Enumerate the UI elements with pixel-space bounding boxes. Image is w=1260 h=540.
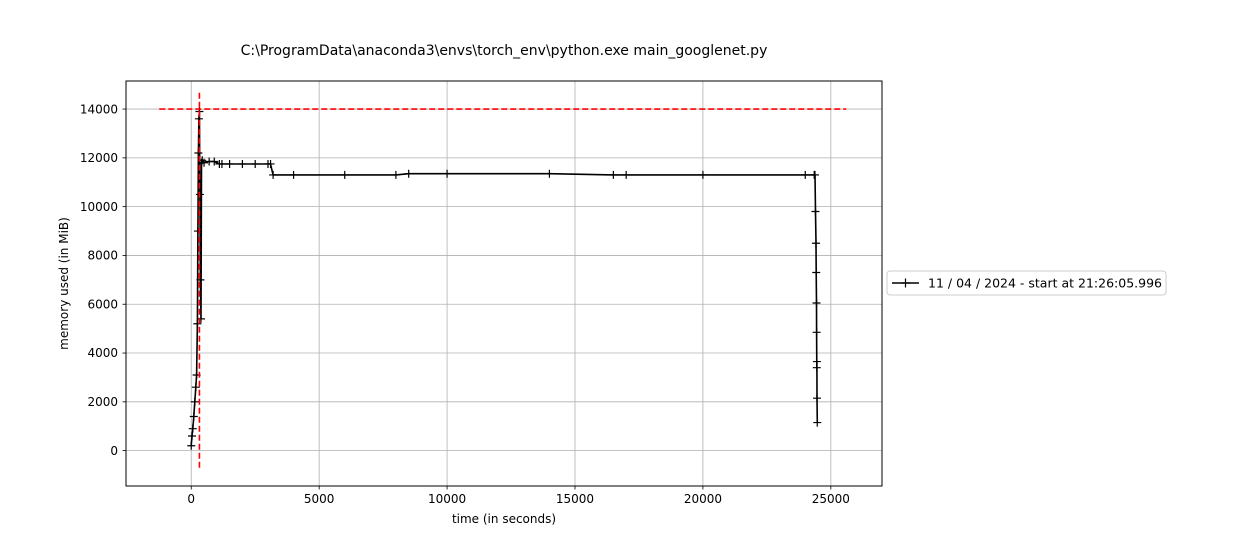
y-tick-label: 12000 [80, 151, 118, 165]
data-point-marker [187, 441, 196, 450]
y-tick-label: 8000 [87, 249, 118, 263]
data-point-marker [404, 169, 413, 178]
data-point-marker [188, 424, 197, 433]
data-point-marker [811, 207, 820, 216]
data-point-marker [813, 418, 822, 427]
data-point-marker [188, 431, 197, 440]
y-axis-label: memory used (in MiB) [57, 217, 71, 350]
x-tick-label: 0 [187, 492, 195, 506]
data-point-marker [340, 170, 349, 179]
reference-lines [159, 91, 847, 468]
data-point-marker [812, 357, 821, 366]
data-point-marker [210, 157, 219, 166]
data-point-marker [225, 159, 234, 168]
y-tick-label: 6000 [87, 297, 118, 311]
y-axis: 0 2000 4000 6000 8000 10000 12000 14000 [80, 102, 126, 458]
x-tick-label: 5000 [304, 492, 335, 506]
y-tick-label: 4000 [87, 346, 118, 360]
y-tick-label: 14000 [80, 102, 118, 116]
data-point-marker [196, 275, 205, 284]
y-tick-label: 2000 [87, 395, 118, 409]
data-point-marker [545, 169, 554, 178]
x-axis-label: time (in seconds) [452, 512, 556, 526]
data-point-marker [194, 148, 203, 157]
legend-label: 11 / 04 / 2024 - start at 21:26:05.996 [928, 276, 1162, 291]
data-point-marker [812, 299, 821, 308]
data-point-marker [196, 314, 205, 323]
data-point-marker [801, 170, 810, 179]
data-point-marker [391, 170, 400, 179]
data-point-marker [193, 227, 202, 236]
data-point-marker [193, 319, 202, 328]
data-point-marker [190, 397, 199, 406]
data-point-marker [443, 169, 452, 178]
series-layer [187, 107, 822, 450]
data-point-marker [251, 159, 260, 168]
data-point-marker [812, 268, 821, 277]
plot-frame [125, 80, 883, 487]
data-point-marker [217, 159, 226, 168]
data-point-marker [811, 239, 820, 248]
x-tick-label: 20000 [684, 492, 722, 506]
data-point-marker [200, 158, 209, 167]
data-point-marker [191, 383, 200, 392]
data-point-marker [698, 170, 707, 179]
data-point-marker [622, 170, 631, 179]
y-tick-label: 10000 [80, 200, 118, 214]
legend-frame [886, 270, 1167, 296]
plot-area [126, 81, 882, 486]
data-point-marker [189, 412, 198, 421]
chart-title: C:\ProgramData\anaconda3\envs\torch_env\… [241, 43, 768, 59]
y-tick-label: 0 [110, 444, 118, 458]
legend: 11 / 04 / 2024 - start at 21:26:05.996 [886, 270, 1167, 296]
data-point-marker [813, 394, 822, 403]
data-point-marker [609, 170, 618, 179]
legend-marker-swatch [901, 278, 910, 288]
x-tick-label: 10000 [428, 492, 466, 506]
x-tick-label: 25000 [812, 492, 850, 506]
data-point-marker [812, 328, 821, 337]
x-axis: 0 5000 10000 15000 20000 25000 [187, 486, 850, 506]
x-tick-label: 15000 [556, 492, 594, 506]
data-point-marker [289, 170, 298, 179]
data-point-marker [238, 159, 247, 168]
data-point-marker [810, 170, 819, 179]
data-point-marker [269, 170, 278, 179]
data-point-marker [266, 159, 275, 168]
